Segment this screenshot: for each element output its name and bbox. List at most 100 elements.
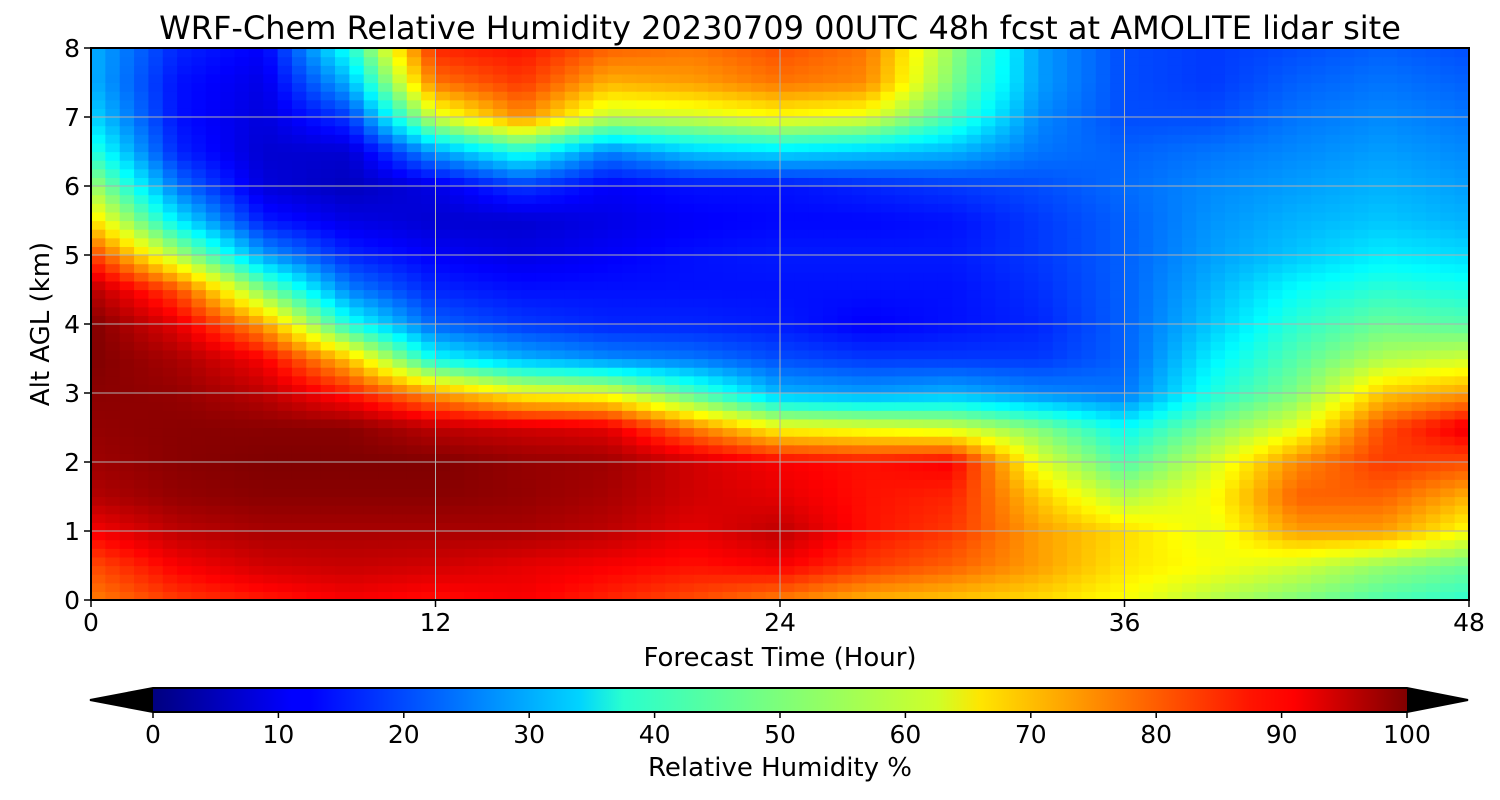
heatmap-cell [1425, 384, 1441, 394]
heatmap-cell [894, 151, 910, 161]
heatmap-cell [607, 211, 623, 222]
heatmap-cell [335, 582, 350, 592]
heatmap-cell [248, 565, 264, 575]
heatmap-cell [851, 367, 867, 377]
heatmap-cell [205, 582, 221, 592]
heatmap-cell [550, 280, 566, 291]
heatmap-cell [1067, 436, 1083, 446]
heatmap-cell [148, 513, 164, 523]
heatmap-cell [1181, 280, 1197, 291]
heatmap-cell [277, 496, 293, 506]
heatmap-cell [1339, 220, 1355, 230]
heatmap-cell [1138, 349, 1154, 360]
heatmap-cell [1239, 548, 1255, 558]
heatmap-cell [1268, 574, 1283, 584]
heatmap-cell [478, 186, 494, 196]
heatmap-cell [464, 194, 480, 204]
heatmap-cell [521, 470, 537, 480]
heatmap-cell [579, 548, 594, 558]
heatmap-cell [923, 263, 939, 273]
heatmap-cell [1024, 237, 1039, 247]
heatmap-cell [1224, 418, 1240, 429]
heatmap-cell [1253, 367, 1269, 377]
heatmap-cell [1167, 393, 1183, 403]
heatmap-cell [1067, 556, 1083, 567]
heatmap-cell [780, 384, 795, 394]
heatmap-cell [248, 246, 264, 256]
heatmap-cell [1440, 237, 1456, 247]
heatmap-cell [1268, 556, 1283, 567]
heatmap-cell [1181, 487, 1197, 498]
heatmap-cell [306, 332, 322, 342]
heatmap-cell [851, 272, 867, 282]
heatmap-cell [421, 505, 437, 515]
heatmap-cell [622, 151, 638, 161]
heatmap-cell [550, 315, 566, 325]
heatmap-cell [1454, 194, 1469, 204]
heatmap-cell [1138, 220, 1154, 230]
heatmap-cell [1239, 151, 1255, 161]
heatmap-cell [1253, 384, 1269, 394]
heatmap-cell [780, 306, 795, 316]
heatmap-cell [248, 453, 264, 463]
heatmap-cell [1296, 229, 1312, 239]
heatmap-cell [521, 427, 537, 437]
heatmap-cell [435, 237, 451, 247]
heatmap-cell [464, 513, 480, 523]
heatmap-cell [1110, 211, 1126, 222]
heatmap-cell [894, 427, 910, 437]
heatmap-cell [91, 565, 106, 575]
heatmap-cell [665, 505, 681, 515]
heatmap-cell [406, 324, 422, 334]
heatmap-cell [1368, 479, 1384, 489]
heatmap-cell [966, 324, 982, 334]
heatmap-cell [1268, 375, 1283, 385]
heatmap-cell [1411, 470, 1427, 480]
heatmap-cell [1196, 531, 1212, 541]
heatmap-cell [535, 505, 551, 515]
heatmap-cell [837, 324, 853, 334]
heatmap-cell [1196, 401, 1212, 411]
heatmap-cell [909, 255, 925, 265]
heatmap-cell [1081, 548, 1097, 558]
heatmap-cell [277, 203, 293, 213]
heatmap-cell [966, 556, 982, 567]
heatmap-cell [1454, 237, 1469, 247]
heatmap-cell [937, 211, 953, 222]
heatmap-cell [248, 324, 264, 334]
heatmap-cell [535, 194, 551, 204]
heatmap-cell [291, 151, 307, 161]
heatmap-cell [1024, 263, 1039, 273]
heatmap-cell [1009, 272, 1025, 282]
heatmap-cell [937, 203, 953, 213]
heatmap-cell [421, 410, 437, 420]
heatmap-cell [177, 186, 193, 196]
heatmap-cell [148, 315, 164, 325]
heatmap-cell [722, 565, 738, 575]
heatmap-cell [1282, 384, 1298, 394]
heatmap-cell [363, 237, 379, 247]
heatmap-cell [378, 358, 394, 368]
heatmap-cell [1296, 444, 1312, 454]
heatmap-cell [1296, 453, 1312, 463]
heatmap-cell [191, 565, 207, 575]
heatmap-cell [1124, 298, 1140, 308]
heatmap-cell [291, 539, 307, 549]
heatmap-cell [1124, 341, 1140, 351]
heatmap-cell [909, 211, 925, 222]
heatmap-cell [751, 280, 767, 291]
heatmap-cell [1138, 539, 1154, 549]
heatmap-cell [1440, 574, 1456, 584]
heatmap-cell [392, 539, 408, 549]
heatmap-cell [378, 384, 394, 394]
heatmap-cell [1052, 591, 1068, 600]
heatmap-cell [808, 186, 824, 196]
heatmap-cell [722, 462, 738, 472]
heatmap-cell [507, 522, 523, 532]
heatmap-cell [205, 427, 221, 437]
heatmap-cell [1253, 151, 1269, 161]
heatmap-cell [794, 462, 810, 472]
heatmap-cell [263, 194, 279, 204]
heatmap-cell [952, 531, 968, 541]
heatmap-cell [1368, 255, 1384, 265]
